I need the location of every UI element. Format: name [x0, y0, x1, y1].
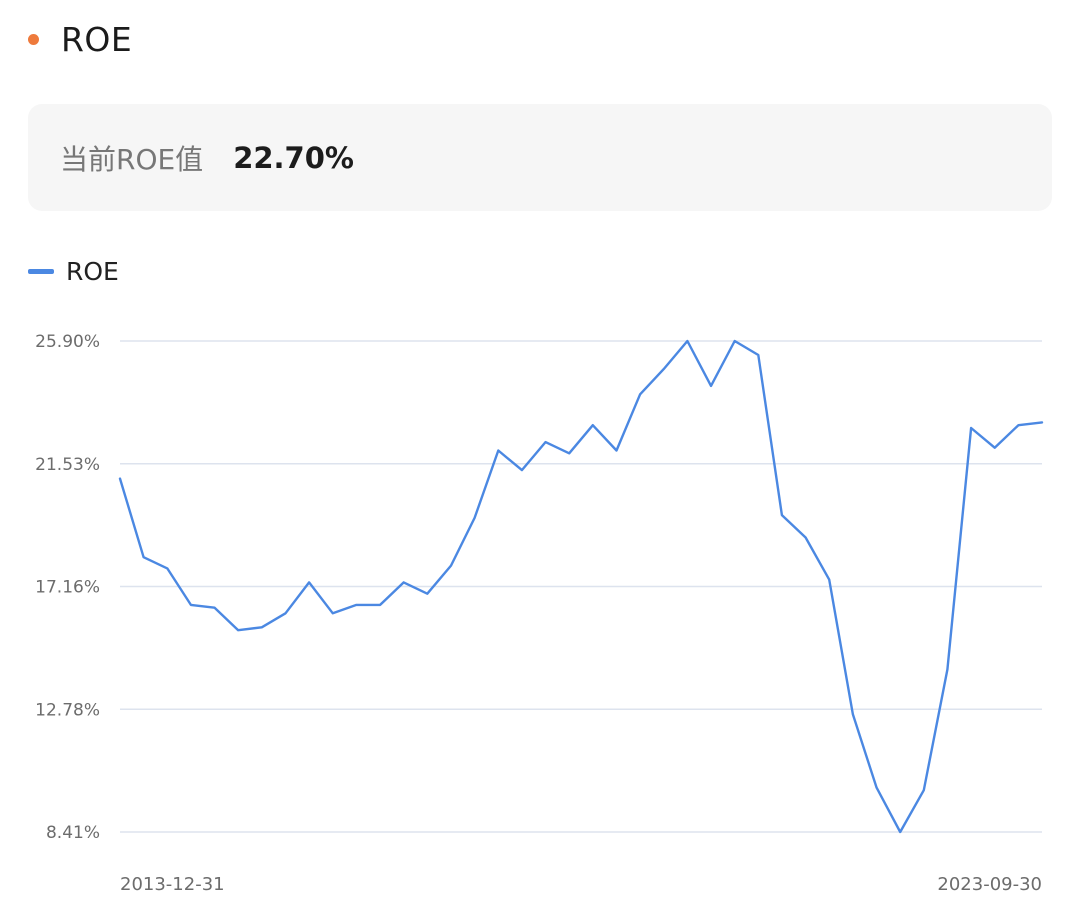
y-tick-label: 21.53% — [35, 455, 100, 475]
y-axis: 25.90% 21.53% 17.16% 12.78% 8.41% — [35, 332, 100, 843]
x-tick-label-end: 2023-09-30 — [937, 874, 1042, 895]
section-header: ROE — [28, 14, 132, 64]
section-title: ROE — [61, 19, 133, 59]
y-tick-label: 8.41% — [46, 823, 100, 843]
y-tick-label: 25.90% — [35, 332, 100, 352]
section-dot-icon — [28, 33, 39, 45]
current-roe-value: 22.70% — [233, 140, 354, 175]
chart-grid — [120, 340, 1042, 833]
y-tick-label: 12.78% — [35, 700, 100, 720]
legend-line-icon — [28, 268, 54, 274]
x-tick-label-start: 2013-12-31 — [120, 874, 225, 895]
legend-label: ROE — [66, 256, 119, 286]
y-tick-label: 17.16% — [35, 578, 100, 598]
current-roe-card: 当前ROE值 22.70% — [28, 104, 1052, 211]
chart-series — [118, 339, 1044, 834]
x-axis: 2013-12-31 2023-09-30 — [120, 874, 1042, 895]
chart-legend[interactable]: ROE — [28, 254, 119, 288]
series-line-roe — [118, 339, 1044, 834]
current-roe-label: 当前ROE值 — [60, 142, 204, 176]
